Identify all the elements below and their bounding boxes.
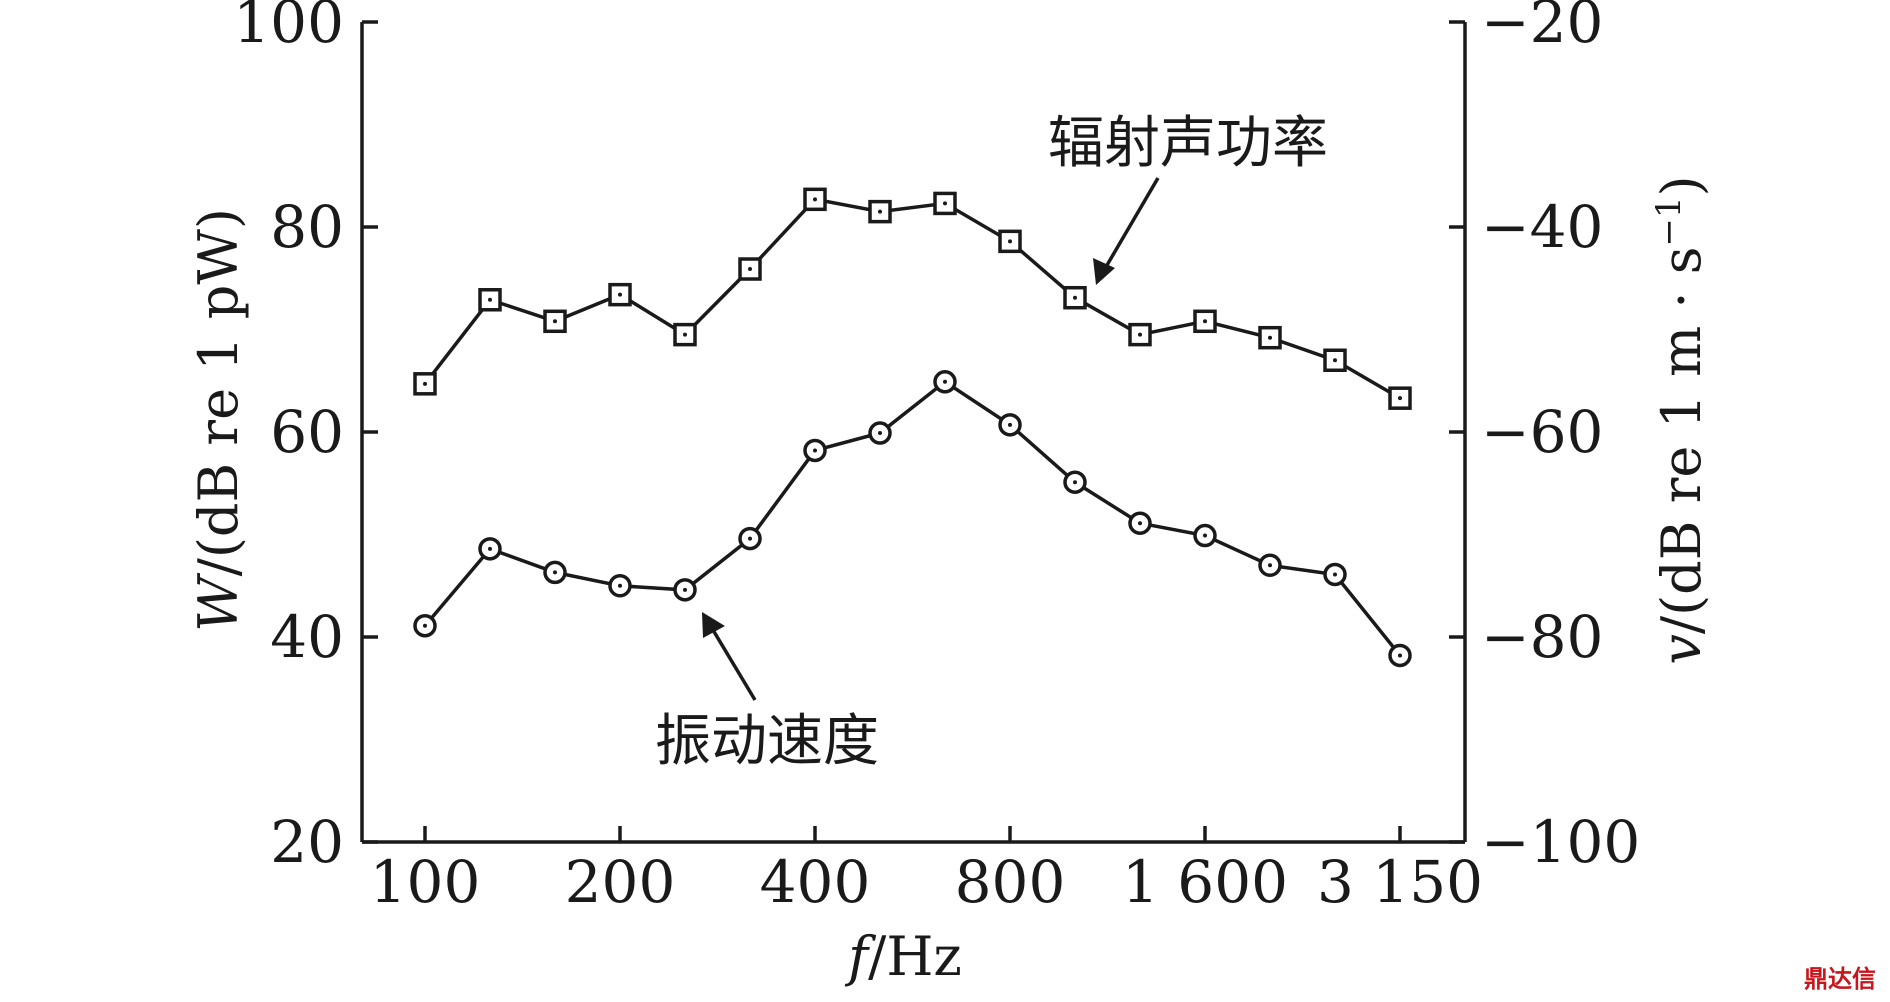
data-point-center — [943, 201, 947, 206]
data-point-center — [943, 379, 947, 384]
annotation-vibration-velocity: 振动速度 — [655, 709, 879, 774]
data-point-center — [878, 431, 882, 436]
left-tick-label: 100 — [233, 0, 344, 56]
left-axis-title: W/(dB re 1 pW) — [187, 208, 250, 632]
annotation-sound-power-arrow — [1101, 177, 1160, 273]
data-point-center — [1138, 332, 1142, 337]
series-line — [423, 379, 1402, 657]
series-line — [423, 197, 1401, 400]
data-point-center — [488, 297, 492, 302]
data-point-center — [878, 209, 882, 214]
annotation-vibration-velocity-arrow — [708, 624, 757, 701]
data-point-center — [423, 381, 427, 386]
right-tick-label: −100 — [1481, 808, 1640, 876]
x-tick-label: 400 — [760, 848, 871, 916]
right-tick-label: −80 — [1481, 603, 1603, 671]
data-point-center — [1333, 572, 1337, 577]
x-tick-label: 800 — [955, 848, 1066, 916]
series-sound-power — [413, 187, 1412, 410]
x-axis-title: f/Hz — [844, 925, 962, 988]
x-axis-ticks: 100 200 400 800 1 600 3 150 — [370, 826, 1483, 916]
data-point-center — [1008, 239, 1012, 244]
data-point-center — [748, 267, 752, 272]
watermark: 鼎达信 — [1804, 965, 1876, 993]
data-point-center — [1073, 295, 1077, 300]
right-tick-label: −40 — [1481, 193, 1603, 261]
data-point-center — [618, 292, 622, 297]
data-point-center — [1333, 358, 1337, 363]
right-axis-ticks: −100 −80 −60 −40 −20 — [1449, 0, 1640, 876]
data-point-center — [748, 536, 752, 541]
x-tick-label: 200 — [565, 848, 676, 916]
left-tick-label: 40 — [270, 603, 344, 671]
series-layer — [413, 187, 1412, 668]
right-tick-label: −20 — [1481, 0, 1603, 56]
left-tick-label: 60 — [270, 398, 344, 466]
data-point-center — [1268, 563, 1272, 568]
data-point-center — [1073, 480, 1077, 485]
left-tick-label: 20 — [270, 808, 344, 876]
series-vibration-velocity — [413, 370, 1412, 668]
data-point-center — [553, 570, 557, 575]
data-point-center — [683, 332, 687, 337]
annotation-vibration-velocity-arrowhead — [702, 612, 725, 638]
right-tick-label: −60 — [1481, 398, 1603, 466]
left-tick-label: 80 — [270, 193, 344, 261]
annotation-sound-power: 辐射声功率 — [1048, 111, 1328, 176]
x-tick-label: 100 — [370, 848, 481, 916]
data-point-center — [488, 546, 492, 551]
data-point-center — [423, 623, 427, 628]
right-axis-title: v/(dB re 1 m · s−1) — [1649, 175, 1713, 664]
data-point-center — [683, 587, 687, 592]
x-tick-label: 3 150 — [1317, 848, 1483, 916]
data-point-center — [1268, 335, 1272, 340]
data-point-center — [1138, 521, 1142, 526]
data-point-center — [1203, 533, 1207, 538]
data-point-center — [1203, 319, 1207, 324]
data-point-center — [1398, 653, 1402, 658]
data-point-center — [553, 319, 557, 324]
data-point-center — [1008, 422, 1012, 427]
data-point-center — [1398, 396, 1402, 401]
data-point-center — [618, 583, 622, 588]
data-point-center — [813, 448, 817, 453]
x-tick-label: 1 600 — [1122, 848, 1288, 916]
left-axis-ticks: 20 40 60 80 100 — [233, 0, 378, 876]
annotation-sound-power-arrowhead — [1093, 258, 1115, 285]
data-point-center — [813, 197, 817, 202]
